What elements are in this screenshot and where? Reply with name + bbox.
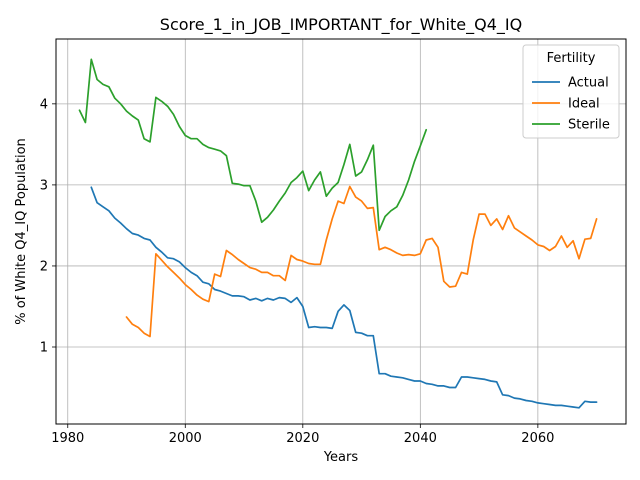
x-tick-label: 2060 bbox=[521, 431, 554, 446]
legend: Fertility Actual Ideal Sterile bbox=[523, 45, 619, 138]
x-tick-label: 2020 bbox=[286, 431, 319, 446]
y-axis-label: % of White Q4_IQ Population bbox=[14, 138, 29, 325]
y-tick-label: 3 bbox=[40, 178, 48, 193]
legend-title: Fertility bbox=[547, 51, 596, 66]
y-tick-label: 1 bbox=[40, 341, 48, 356]
legend-label-ideal: Ideal bbox=[568, 97, 600, 112]
legend-label-sterile: Sterile bbox=[568, 118, 610, 133]
y-tick-label: 2 bbox=[40, 259, 48, 274]
chart-title: Score_1_in_JOB_IMPORTANT_for_White_Q4_IQ bbox=[160, 15, 522, 35]
x-tick-label: 2000 bbox=[169, 431, 202, 446]
legend-label-actual: Actual bbox=[568, 76, 609, 91]
x-tick-label: 1980 bbox=[51, 431, 84, 446]
x-axis-label: Years bbox=[323, 450, 359, 465]
y-tick-label: 4 bbox=[40, 97, 48, 112]
x-tick-label: 2040 bbox=[404, 431, 437, 446]
